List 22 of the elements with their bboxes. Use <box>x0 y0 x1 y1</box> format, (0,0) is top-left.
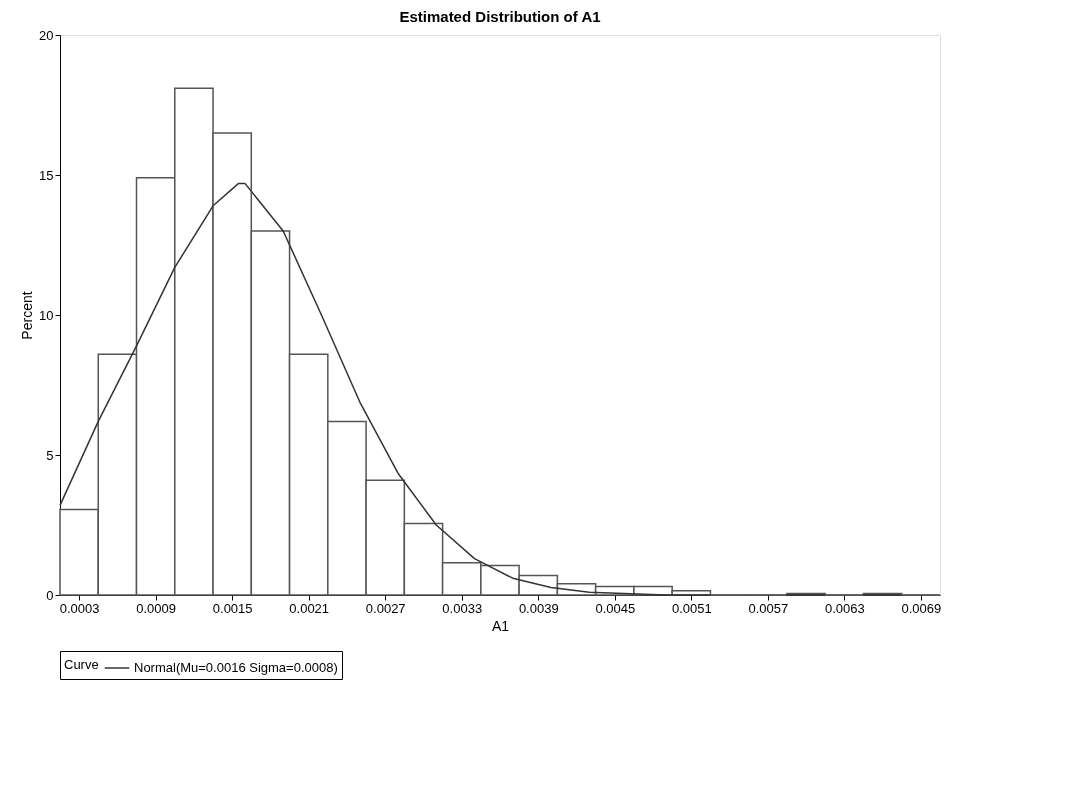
x-axis-title: A1 <box>491 617 510 634</box>
x-tick-label: 0.0039 <box>518 600 559 616</box>
y-tick-label: 0 <box>46 587 54 603</box>
x-tick-label: 0.0009 <box>136 600 177 616</box>
y-tick-label: 10 <box>39 307 54 323</box>
x-tick-label: 0.0057 <box>748 600 789 616</box>
x-tick-label: 0.0045 <box>595 600 636 616</box>
x-tick-label: 0.0021 <box>289 600 330 616</box>
y-tick-label: 15 <box>39 167 54 183</box>
x-tick-label: 0.0015 <box>212 600 253 616</box>
chart-title: Estimated Distribution of A1 <box>399 8 601 25</box>
y-tick-label: 5 <box>46 447 54 463</box>
x-tick-label: 0.0027 <box>365 600 406 616</box>
legend-label: Normal(Mu=0.0016 Sigma=0.0008) <box>134 660 338 675</box>
x-tick-label: 0.0003 <box>59 600 100 616</box>
x-tick-label: 0.0051 <box>671 600 712 616</box>
x-tick-label: 0.0069 <box>901 600 942 616</box>
y-tick-label: 20 <box>39 27 54 43</box>
legend-title: Curve <box>64 657 99 672</box>
y-axis-title: Percent <box>19 291 36 340</box>
x-tick-label: 0.0063 <box>824 600 865 616</box>
x-tick-label: 0.0033 <box>442 600 483 616</box>
